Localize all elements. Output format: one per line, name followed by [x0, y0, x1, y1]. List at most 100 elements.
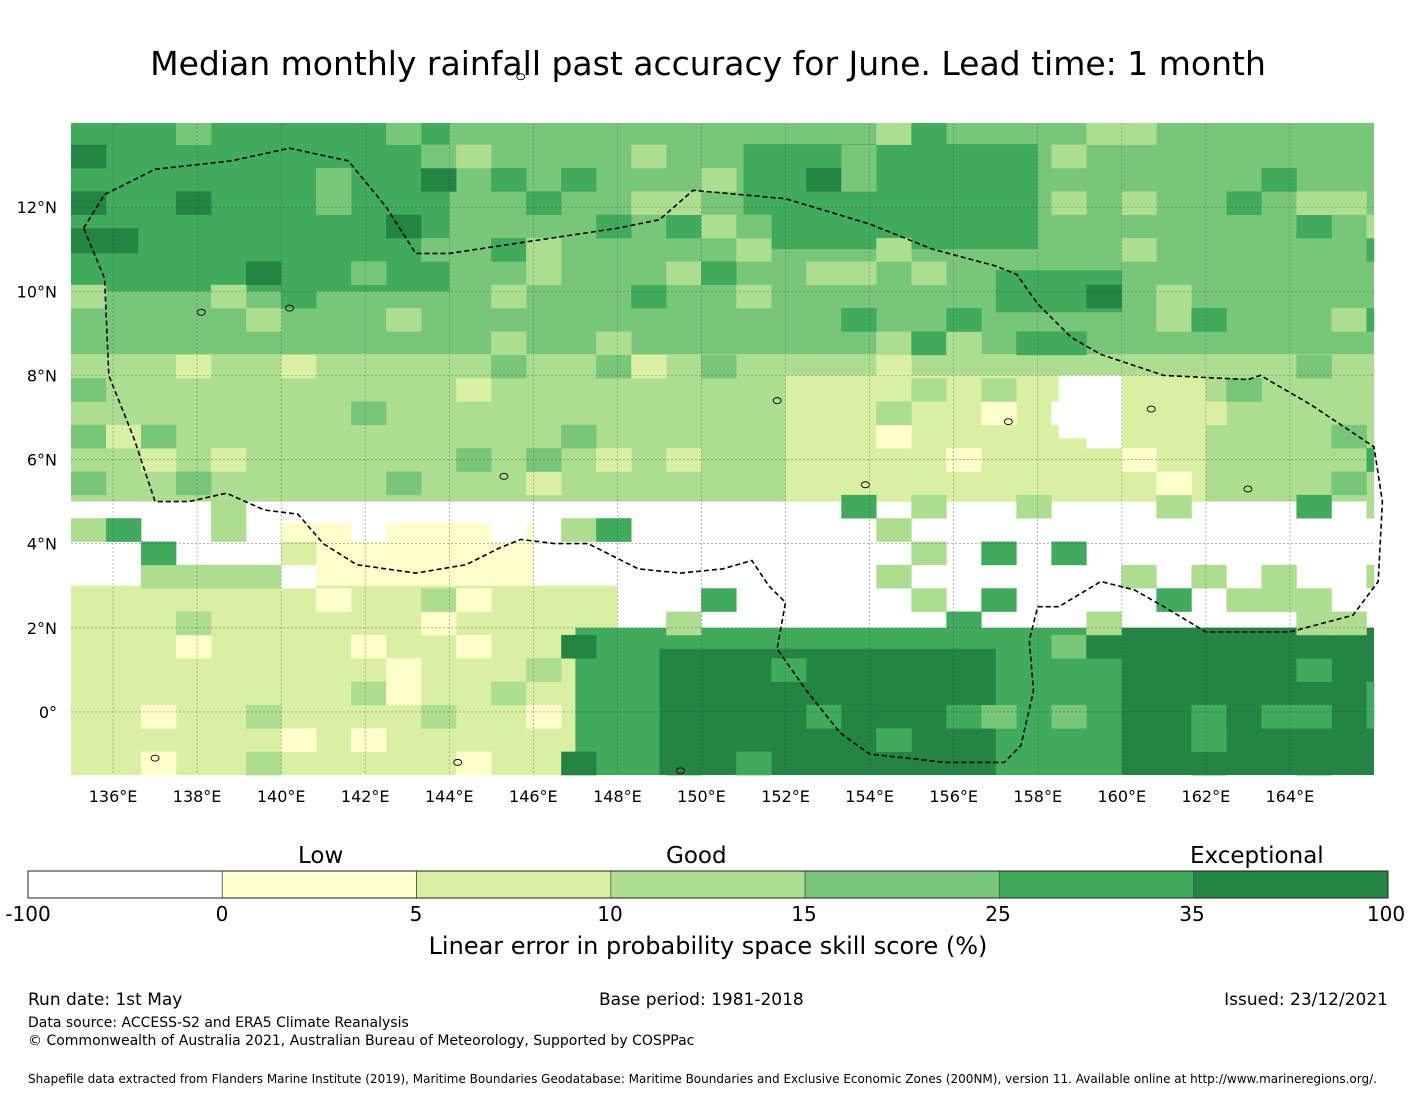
skill-cell	[1051, 144, 1087, 169]
data-source: Data source: ACCESS-S2 and ERA5 Climate …	[28, 1015, 409, 1031]
lon-tick-label: 156°E	[929, 787, 978, 806]
skill-cell	[1261, 704, 1297, 729]
skill-cell	[1226, 588, 1262, 612]
skill-region	[1121, 627, 1374, 775]
skill-cell	[1331, 611, 1367, 636]
island-outline	[516, 73, 526, 81]
colorbar-swatch	[610, 870, 806, 899]
lat-tick-label: 2°N	[27, 619, 57, 638]
skill-cell	[1366, 681, 1375, 706]
skill-cell	[176, 191, 212, 216]
lon-tick-label: 148°E	[593, 787, 642, 806]
skill-cell	[176, 564, 212, 589]
skill-cell	[841, 261, 877, 286]
map-gridlines	[71, 123, 1374, 775]
skill-cell	[911, 331, 947, 356]
colorbar-tick: 100	[1366, 902, 1406, 926]
skill-cell	[666, 261, 702, 286]
skill-cell	[1156, 588, 1192, 612]
skill-cell	[1156, 284, 1192, 309]
skill-cell	[1296, 704, 1332, 729]
skill-cell	[736, 681, 772, 706]
skill-cell	[1296, 634, 1332, 659]
lon-tick-label: 142°E	[341, 787, 390, 806]
island-outline	[453, 758, 463, 766]
skill-cell	[666, 214, 702, 239]
island-outline	[499, 472, 509, 480]
colorbar-outline	[27, 870, 1389, 899]
skill-region	[71, 228, 139, 254]
skill-cell	[736, 238, 772, 262]
skill-cell	[176, 634, 212, 659]
colorbar-tick: -100	[5, 902, 51, 926]
skill-cell	[491, 681, 527, 706]
colorbar-swatch	[416, 870, 612, 899]
coastlines	[150, 73, 1253, 775]
skill-cell	[561, 424, 597, 449]
skill-cell	[631, 284, 667, 309]
skill-cell	[141, 564, 177, 589]
skill-cell	[596, 331, 632, 356]
shapefile-credit: Shapefile data extracted from Flanders M…	[28, 1072, 1377, 1086]
colorbar	[27, 870, 1389, 899]
skill-cell	[946, 704, 982, 729]
skill-cell	[561, 751, 597, 776]
skill-cell	[141, 751, 177, 776]
skill-cell	[1121, 564, 1157, 589]
skill-cell	[106, 518, 142, 542]
skill-cell	[71, 191, 107, 216]
skill-cell	[1086, 123, 1122, 145]
skill-cell	[211, 518, 247, 542]
skill-cell	[421, 588, 457, 612]
lon-tick-label: 160°E	[1097, 787, 1146, 806]
skill-cell	[1051, 331, 1087, 356]
skill-cell	[946, 331, 982, 356]
skill-cell	[281, 284, 317, 309]
skill-cell	[1261, 168, 1297, 192]
skill-cell	[736, 214, 772, 239]
map-title: Median monthly rainfall past accuracy fo…	[150, 44, 1266, 83]
skill-cell	[1331, 471, 1367, 496]
skill-cell	[1156, 308, 1192, 332]
skill-cell	[281, 728, 317, 752]
skill-cell	[666, 448, 702, 472]
lat-tick-label: 8°N	[27, 366, 57, 385]
skill-cell	[1226, 191, 1262, 216]
skill-cell	[281, 354, 317, 379]
island-outline	[1146, 405, 1156, 413]
skill-cell	[911, 541, 947, 566]
skill-cell	[456, 588, 492, 612]
lat-tick-label: 10°N	[17, 282, 57, 301]
colorbar-category-low: Low	[298, 843, 344, 869]
skill-cell	[946, 611, 982, 636]
colorbar-tick: 15	[791, 902, 817, 926]
skill-cell	[701, 588, 737, 612]
lon-tick-label: 146°E	[509, 787, 558, 806]
skill-cell	[911, 378, 947, 402]
skill-cell	[1086, 284, 1122, 309]
island-outline	[1003, 418, 1013, 426]
skill-cell	[526, 704, 562, 729]
lon-tick-label: 154°E	[845, 787, 894, 806]
skill-cell	[1366, 448, 1375, 472]
skill-cell	[1366, 214, 1375, 239]
skill-cell	[1121, 448, 1157, 472]
skill-cell	[456, 378, 492, 402]
skill-cell	[491, 284, 527, 309]
eez-boundary	[82, 147, 1384, 764]
skill-cell	[421, 704, 457, 729]
skill-cell	[596, 518, 632, 542]
skill-cell	[1191, 728, 1227, 752]
skill-cell	[176, 471, 212, 496]
skill-cell	[981, 401, 1017, 426]
skill-cell	[1366, 494, 1375, 519]
skill-cell	[561, 518, 597, 542]
colorbar-tick: 5	[409, 902, 423, 926]
skill-cell	[1296, 191, 1332, 216]
colorbar-tick: 35	[1179, 902, 1205, 926]
skill-cell	[1121, 123, 1157, 145]
skill-cell	[876, 401, 912, 426]
skill-cell	[211, 284, 247, 309]
skill-cell	[71, 378, 107, 402]
